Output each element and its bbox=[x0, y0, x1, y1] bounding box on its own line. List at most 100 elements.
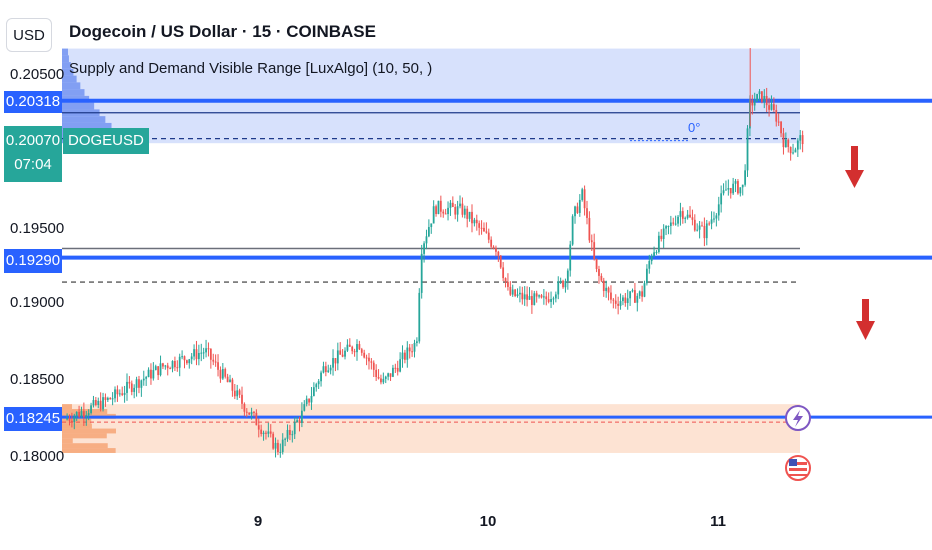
last-price-badge: 0.20070 07:04 bbox=[4, 126, 62, 182]
candle-body bbox=[104, 397, 107, 400]
candle-body bbox=[197, 353, 200, 360]
candle-body bbox=[154, 366, 157, 371]
candle-body bbox=[741, 184, 744, 188]
candle-body bbox=[454, 206, 457, 215]
candle-body bbox=[495, 248, 497, 252]
candle-body bbox=[233, 390, 236, 397]
candle-body bbox=[317, 381, 320, 385]
candle-body bbox=[598, 268, 600, 276]
candle-body bbox=[574, 206, 576, 217]
candle-body bbox=[552, 298, 555, 300]
candle-body bbox=[653, 252, 655, 257]
candle-body bbox=[626, 298, 629, 304]
candle-body bbox=[322, 366, 325, 373]
candle-body bbox=[569, 244, 572, 271]
volume-bar bbox=[62, 116, 106, 123]
candle-body bbox=[284, 438, 287, 440]
candle-body bbox=[274, 442, 277, 449]
candle-body bbox=[691, 217, 694, 220]
x-tick-label: 10 bbox=[479, 513, 497, 530]
candle-body bbox=[356, 344, 358, 353]
candle-body bbox=[138, 379, 140, 388]
candle-body bbox=[686, 214, 689, 218]
candle-body bbox=[727, 188, 730, 190]
countdown-value: 07:04 bbox=[14, 156, 52, 173]
candle-body bbox=[384, 376, 387, 379]
candle-body bbox=[404, 352, 406, 360]
candle-body bbox=[145, 377, 148, 379]
volume-bar bbox=[62, 55, 69, 63]
candle-body bbox=[492, 246, 495, 249]
candle-body bbox=[97, 400, 100, 405]
candle-body bbox=[375, 369, 378, 378]
candle-body bbox=[248, 412, 251, 415]
candle-body bbox=[231, 379, 234, 391]
candle-body bbox=[756, 94, 758, 102]
candle-body bbox=[269, 431, 272, 434]
candle-body bbox=[459, 203, 461, 207]
demand-zone bbox=[62, 404, 800, 453]
candle-body bbox=[358, 344, 361, 350]
candle-body bbox=[437, 200, 440, 215]
candle-body bbox=[147, 369, 150, 378]
symbol-tag: DOGEUSD bbox=[63, 128, 149, 154]
candle-body bbox=[300, 410, 303, 423]
candle-body bbox=[487, 232, 490, 240]
candle-body bbox=[681, 211, 684, 219]
us-flag-icon[interactable] bbox=[785, 455, 811, 481]
candle-body bbox=[166, 365, 169, 369]
candle-body bbox=[610, 292, 612, 300]
candle-body bbox=[586, 208, 588, 218]
candle-body bbox=[332, 358, 334, 368]
candle-body bbox=[401, 352, 404, 360]
candle-body bbox=[439, 200, 442, 212]
candle-body bbox=[406, 347, 409, 360]
indicator-label[interactable]: Supply and Demand Visible Range [LuxAlgo… bbox=[69, 60, 433, 77]
candle-body bbox=[698, 225, 701, 230]
candle-body bbox=[353, 351, 356, 353]
candle-body bbox=[674, 223, 677, 225]
candle-body bbox=[461, 203, 464, 215]
candle-body bbox=[447, 207, 449, 215]
candle-body bbox=[207, 348, 210, 350]
candle-body bbox=[533, 293, 536, 305]
candle-body bbox=[763, 95, 766, 102]
candle-body bbox=[150, 369, 152, 379]
candle-body bbox=[526, 294, 528, 300]
candle-body bbox=[614, 300, 617, 304]
candle-body bbox=[334, 358, 337, 364]
candle-body bbox=[442, 211, 445, 214]
candle-body bbox=[794, 149, 797, 153]
candle-body bbox=[344, 350, 346, 357]
candle-body bbox=[202, 352, 205, 354]
candle-body bbox=[241, 394, 243, 404]
candle-body bbox=[296, 420, 298, 423]
candle-body bbox=[655, 252, 658, 254]
candle-body bbox=[638, 291, 641, 296]
candle-body bbox=[617, 303, 620, 306]
candle-body bbox=[341, 354, 344, 357]
candle-body bbox=[631, 290, 634, 292]
lightning-icon[interactable] bbox=[785, 405, 811, 431]
candle-body bbox=[746, 128, 749, 171]
candle-body bbox=[121, 393, 124, 395]
candle-body bbox=[593, 242, 596, 259]
candle-body bbox=[219, 369, 222, 379]
candle-body bbox=[298, 420, 301, 423]
x-tick-label: 11 bbox=[710, 513, 726, 530]
volume-bar bbox=[62, 82, 81, 90]
volume-bar bbox=[62, 418, 92, 424]
candle-body bbox=[760, 91, 763, 102]
volume-bar bbox=[62, 404, 72, 410]
candle-body bbox=[123, 392, 126, 395]
volume-bar bbox=[62, 122, 112, 130]
currency-selector[interactable]: USD bbox=[6, 18, 52, 52]
candle-body bbox=[408, 347, 411, 352]
candle-body bbox=[679, 211, 682, 217]
candle-body bbox=[348, 344, 351, 347]
candle-body bbox=[497, 251, 500, 256]
candle-body bbox=[677, 216, 679, 224]
candle-body bbox=[78, 411, 80, 417]
volume-bar bbox=[62, 438, 73, 444]
